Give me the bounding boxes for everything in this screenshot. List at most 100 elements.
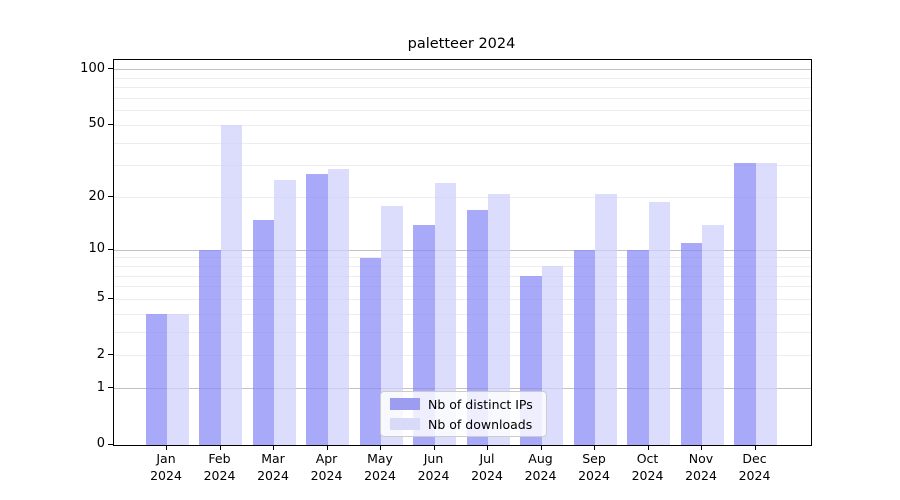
x-axis-tick-mark [647,445,649,450]
bar-distinct-ips [306,174,328,445]
bar-distinct-ips [680,243,702,445]
x-tick-month: Apr [315,451,338,466]
x-tick-month: Aug [528,451,553,466]
y-axis-tick-label: 1 [96,379,105,395]
bar-distinct-ips [199,250,221,445]
x-tick-year: 2024 [257,467,289,483]
y-axis-tick-label: 20 [88,188,105,204]
minor-gridline [114,265,811,267]
bar-downloads [488,193,510,445]
y-axis-tick-mark [108,248,113,250]
x-axis-tick-mark [754,445,756,450]
x-tick-year: 2024 [417,467,450,483]
x-tick-year: 2024 [738,467,771,483]
minor-gridline [114,257,811,259]
y-axis-tick-label: 10 [88,241,105,257]
x-axis-tick-mark [326,445,328,450]
plot-area [113,59,812,446]
x-tick-year: 2024 [310,467,343,483]
bar-downloads [755,163,777,445]
x-axis-tick-mark [540,445,542,450]
x-tick-month: Feb [208,451,231,466]
x-tick-year: 2024 [524,467,557,483]
bar-distinct-ips [466,210,488,445]
bar-downloads [274,180,296,445]
bar-distinct-ips [145,314,167,445]
x-tick-year: 2024 [631,467,664,483]
bar-downloads [167,314,189,445]
x-axis-tick-label: Nov 2024 [669,451,733,484]
minor-gridline [114,298,811,300]
legend-label-downloads: Nb of downloads [428,416,533,432]
x-tick-month: Jun [423,451,444,466]
minor-gridline [114,165,811,167]
x-axis-tick-label: Jul 2024 [455,451,519,484]
x-axis-tick-label: Apr 2024 [295,451,359,484]
x-axis-tick-label: Aug 2024 [509,451,573,484]
x-tick-year: 2024 [578,467,610,483]
bar-downloads [381,205,403,445]
bar-downloads [434,183,456,445]
minor-gridline [114,197,811,198]
x-tick-month: Dec [742,451,767,466]
x-tick-month: Oct [636,451,659,466]
y-axis-tick-label: 50 [88,116,105,132]
bar-distinct-ips [359,257,381,445]
bar-downloads [220,125,242,445]
legend-label-distinct-ips: Nb of distinct IPs [428,396,533,412]
major-gridline [114,69,811,71]
major-gridline [114,249,811,251]
chart-title: paletteer 2024 [407,36,516,52]
x-tick-month: Jan [156,451,176,466]
bar-distinct-ips [627,250,649,445]
minor-gridline [114,331,811,333]
distinct-ips-swatch-icon [390,398,420,410]
x-axis-tick-label: Feb 2024 [188,451,252,484]
x-axis-tick-label: Jun 2024 [402,451,466,484]
x-axis-tick-label: Mar 2024 [241,451,305,484]
minor-gridline [114,286,811,288]
x-tick-year: 2024 [471,467,503,483]
y-axis-tick-mark [108,123,113,125]
y-axis-tick-label: 5 [96,290,105,306]
y-axis-tick-label: 100 [80,60,105,76]
minor-gridline [114,355,811,357]
x-axis-tick-mark [433,445,435,450]
x-tick-year: 2024 [203,467,236,483]
x-tick-year: 2024 [685,467,717,483]
minor-gridline [114,110,811,112]
x-tick-month: May [367,451,393,466]
bar-distinct-ips [252,219,274,445]
y-axis-tick-label: 0 [96,436,105,451]
x-tick-month: Nov [688,451,714,466]
x-tick-year: 2024 [150,467,182,483]
y-axis-tick-mark [108,443,113,445]
major-gridline [114,388,811,390]
minor-gridline [114,275,811,277]
x-axis-tick-mark [166,445,167,450]
minor-gridline [114,87,811,89]
x-axis-tick-label: Dec 2024 [723,451,787,484]
x-axis-tick-mark [594,445,595,450]
x-axis-tick-label: Oct 2024 [616,451,680,484]
x-axis-tick-label: Jan 2024 [134,451,198,484]
x-tick-month: Mar [261,451,285,466]
bar-distinct-ips [573,250,595,445]
x-axis-tick-mark [219,445,221,450]
minor-gridline [114,124,811,126]
bar-downloads [648,201,670,445]
minor-gridline [114,313,811,315]
bar-downloads [595,193,617,445]
x-axis-tick-mark [487,445,488,450]
x-axis-tick-mark [273,445,274,450]
y-axis-tick-mark [108,68,113,70]
x-axis-tick-label: May 2024 [348,451,412,484]
minor-gridline [114,142,811,144]
legend: Nb of distinct IPs Nb of downloads [380,391,547,437]
minor-gridline [114,77,811,79]
x-tick-month: Sep [582,451,606,466]
y-axis-tick-label: 2 [96,346,105,362]
y-axis-tick-mark [108,297,113,299]
y-axis-tick-mark [108,196,113,197]
